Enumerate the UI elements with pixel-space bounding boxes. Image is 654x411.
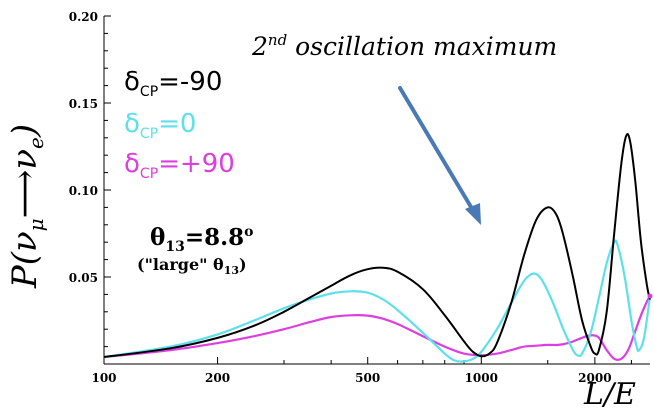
annotation-arrow-icon (398, 86, 481, 225)
y-tick-label: 0.20 (69, 10, 98, 24)
series-line-dcp-plus90 (103, 295, 651, 361)
x-tick-label: 1000 (465, 371, 498, 385)
series-line-dcp-0 (103, 239, 652, 363)
x-tick-label: 500 (355, 371, 380, 385)
legend: δCP=-90 δCP=0 δCP=+90 (124, 67, 235, 182)
series-line-dcp-minus90 (103, 133, 651, 358)
series-end-marker (647, 293, 653, 299)
oscillation-maximum-label: 2nd oscillation maximum (251, 31, 557, 61)
theta13-note: ("large" θ13) (137, 255, 247, 277)
y-axis-title: P(νμ⟶νe) (5, 124, 48, 289)
x-tick-label: 2000 (578, 371, 611, 385)
y-tick-label: 0.15 (69, 97, 98, 111)
series-group (103, 133, 653, 363)
y-tick-label: 0.05 (69, 271, 98, 285)
x-tick-label: 200 (205, 371, 230, 385)
x-tick-label: 100 (91, 371, 116, 385)
legend-entry-0: δCP=-90 (124, 67, 222, 100)
x-axis-title: L/E (583, 377, 636, 411)
legend-entry-2: δCP=+90 (124, 149, 235, 182)
x-tick-group: 100 200 500 1000 2000 (91, 357, 632, 385)
legend-entry-1: δCP=0 (124, 109, 196, 142)
y-tick-group: 0.05 0.10 0.15 0.20 (69, 10, 111, 348)
y-tick-label: 0.10 (69, 184, 98, 198)
theta13-label: θ13=8.8o (150, 224, 253, 255)
